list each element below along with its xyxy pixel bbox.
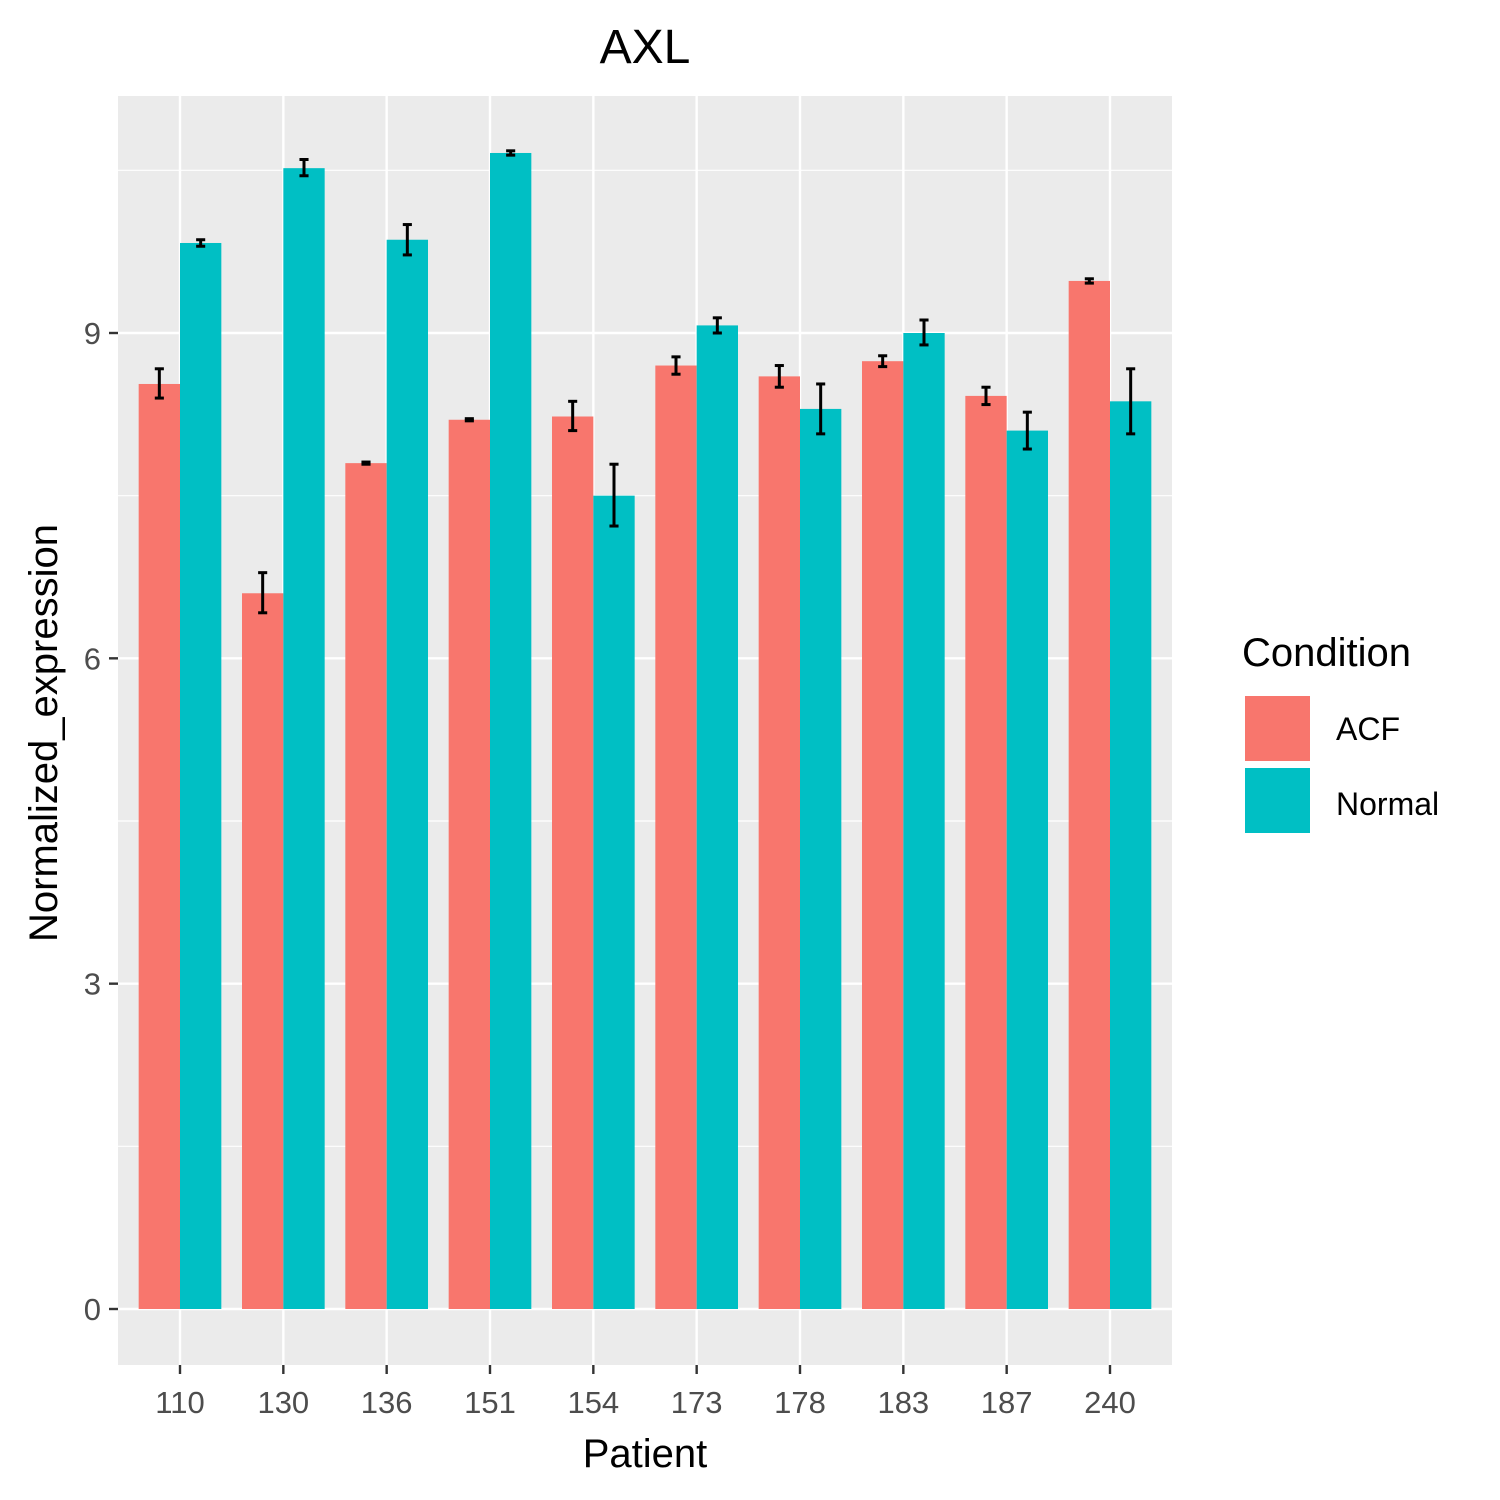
error-bar-normal-178 xyxy=(816,382,826,436)
error-bar-normal-110 xyxy=(196,238,206,248)
x-tick-label: 240 xyxy=(1084,1385,1136,1420)
bar-acf-154 xyxy=(552,416,594,1310)
bar-acf-110 xyxy=(138,383,180,1310)
y-axis: 0 3 6 9 xyxy=(84,316,118,1327)
error-bar-normal-173 xyxy=(712,316,722,335)
legend-label-acf: ACF xyxy=(1336,711,1400,747)
x-tick-label: 187 xyxy=(981,1385,1033,1420)
bar-acf-136 xyxy=(345,463,387,1310)
error-bar-acf-183 xyxy=(878,354,888,369)
legend-key-acf xyxy=(1243,694,1312,763)
error-bar-acf-240 xyxy=(1084,277,1094,285)
error-bar-acf-187 xyxy=(981,385,991,407)
legend-label-normal: Normal xyxy=(1336,786,1439,822)
bar-acf-187 xyxy=(965,395,1007,1309)
error-bar-normal-136 xyxy=(402,223,412,257)
bar-normal-154 xyxy=(593,495,635,1310)
legend: Condition ACF Normal xyxy=(1242,631,1439,835)
error-bar-acf-173 xyxy=(671,355,681,376)
x-axis-title: Patient xyxy=(583,1432,708,1476)
bar-normal-151 xyxy=(490,152,532,1310)
x-tick-label: 154 xyxy=(567,1385,619,1420)
bar-normal-187 xyxy=(1006,430,1048,1310)
bars-group xyxy=(138,152,1152,1310)
y-tick-label: 6 xyxy=(84,641,101,676)
error-bar-normal-130 xyxy=(299,157,309,178)
error-bar-acf-136 xyxy=(361,460,371,466)
error-bar-acf-151 xyxy=(464,417,474,423)
error-bar-acf-178 xyxy=(774,364,784,389)
y-axis-title: Normalized_expression xyxy=(22,524,66,942)
error-bars-group xyxy=(154,149,1136,615)
y-tick-label: 3 xyxy=(84,967,101,1002)
bar-acf-183 xyxy=(862,361,904,1309)
error-bar-acf-130 xyxy=(258,571,268,615)
x-tick-label: 178 xyxy=(774,1385,826,1420)
x-tick-label: 136 xyxy=(361,1385,413,1420)
error-bar-acf-154 xyxy=(568,399,578,433)
x-axis: 110 130 136 151 154 173 178 183 187 240 xyxy=(155,1365,1136,1420)
bar-acf-178 xyxy=(758,376,800,1309)
bar-acf-173 xyxy=(655,365,697,1309)
error-bar-normal-240 xyxy=(1126,367,1136,436)
x-tick-label: 130 xyxy=(257,1385,309,1420)
legend-key-normal xyxy=(1243,766,1312,835)
x-tick-label: 151 xyxy=(464,1385,516,1420)
bar-normal-240 xyxy=(1110,401,1152,1309)
bar-normal-130 xyxy=(283,168,325,1310)
y-tick-label: 0 xyxy=(84,1292,101,1327)
legend-title: Condition xyxy=(1242,631,1411,675)
x-tick-label: 110 xyxy=(155,1385,204,1420)
y-tick-label: 9 xyxy=(84,316,101,351)
bar-acf-151 xyxy=(448,419,490,1309)
bar-acf-240 xyxy=(1068,280,1110,1309)
bar-acf-130 xyxy=(242,593,284,1309)
error-bar-normal-187 xyxy=(1022,410,1032,451)
x-tick-label: 183 xyxy=(877,1385,929,1420)
x-tick-label: 173 xyxy=(671,1385,723,1420)
bar-normal-136 xyxy=(386,239,428,1309)
bar-normal-178 xyxy=(800,408,842,1309)
bar-normal-110 xyxy=(180,242,222,1310)
error-bar-normal-183 xyxy=(919,318,929,347)
error-bar-acf-110 xyxy=(154,367,164,400)
bar-normal-173 xyxy=(696,325,738,1309)
error-bar-normal-154 xyxy=(609,462,619,528)
chart-title: AXL xyxy=(600,21,691,74)
bar-normal-183 xyxy=(903,333,945,1309)
error-bar-normal-151 xyxy=(506,149,516,157)
